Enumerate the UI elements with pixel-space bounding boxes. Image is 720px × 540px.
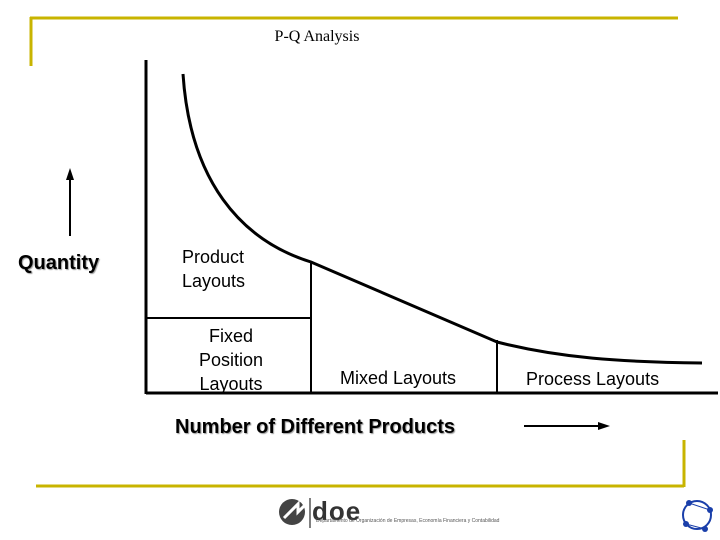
region-fixed-line-2: Position [198, 350, 264, 370]
network-circle-icon [682, 500, 713, 532]
pq-curve [181, 73, 703, 365]
region-fixed-position-layouts: Fixed Position Layouts [186, 324, 276, 392]
region-product-line-1: Product [182, 247, 245, 267]
region-process-layouts: Process Layouts [526, 369, 660, 389]
products-arrow-head [598, 422, 610, 430]
region-fixed-line-1: Fixed [208, 326, 253, 346]
region-product-line-2: Layouts [182, 271, 246, 291]
logo-mark-arrow-icon [282, 500, 306, 520]
quantity-arrow-head [66, 168, 74, 180]
x-axis-label: Number of Different Products [175, 416, 456, 438]
region-fixed-line-3: Layouts [199, 374, 263, 392]
logo-name: doe [312, 496, 362, 526]
y-axis-label: Quantity [18, 252, 100, 274]
region-product-layouts: Product Layouts [182, 245, 245, 293]
slide-title: P-Q Analysis [274, 28, 360, 45]
region-mixed-layouts: Mixed Layouts [340, 368, 457, 388]
logo-subtitle: Departamento de Organización de Empresas… [316, 518, 500, 524]
